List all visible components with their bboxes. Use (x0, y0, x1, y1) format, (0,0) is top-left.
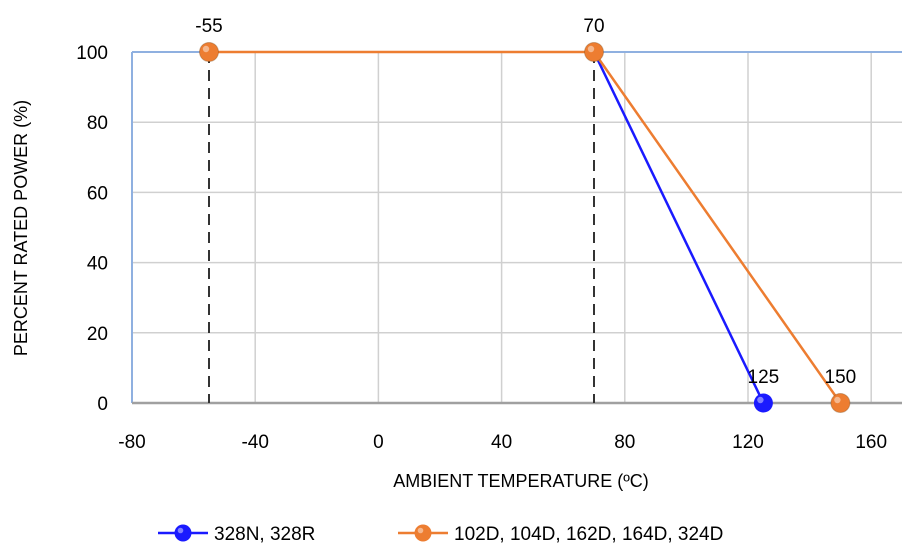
data-point-highlight (202, 45, 210, 53)
x-tick-label: -40 (241, 432, 268, 453)
x-tick-label: 0 (373, 432, 384, 453)
x-tick-label: 80 (614, 432, 635, 453)
legend-marker (414, 524, 432, 542)
x-tick-label: 40 (491, 432, 512, 453)
data-point-highlight (587, 45, 595, 53)
series-line-2 (209, 50, 842, 404)
y-tick-label: 100 (76, 43, 108, 64)
data-point-highlight (757, 396, 764, 404)
tick-layer: -80 -40 0 40 80 120 160 0 20 40 60 80 100 (76, 43, 887, 453)
legend-marker (174, 524, 192, 542)
data-point (199, 42, 219, 62)
data-point (584, 42, 604, 62)
y-tick-label: 80 (87, 113, 108, 134)
series-line-1 (592, 51, 765, 404)
data-point (753, 393, 773, 413)
x-tick-label: 120 (732, 432, 764, 453)
x-axis-title: AMBIENT TEMPERATURE (ºC) (393, 471, 649, 491)
legend-marker-highlight (177, 527, 184, 534)
x-tick-label: -80 (118, 432, 145, 453)
label-layer: -55 70 125 150 (195, 16, 856, 388)
reference-lines (208, 52, 595, 403)
data-label: 150 (825, 367, 857, 388)
data-label: -55 (195, 16, 222, 37)
legend: 328N, 328R 102D, 104D, 162D, 164D, 324D (158, 524, 723, 545)
legend-marker-highlight (417, 527, 424, 534)
x-tick-label: 160 (855, 432, 887, 453)
data-label: 125 (748, 367, 780, 388)
data-point (830, 393, 851, 413)
grid-layer (132, 51, 902, 403)
y-tick-label: 20 (87, 324, 108, 345)
series-layer (199, 42, 851, 413)
legend-label: 102D, 104D, 162D, 164D, 324D (454, 524, 723, 545)
y-tick-label: 40 (87, 254, 108, 275)
y-tick-label: 60 (87, 183, 108, 204)
data-point-highlight (834, 396, 841, 404)
axis-layer (131, 52, 902, 405)
data-label: 70 (583, 16, 604, 37)
y-axis-title: PERCENT RATED POWER (%) (11, 100, 31, 356)
y-tick-label: 0 (97, 394, 108, 415)
legend-label: 328N, 328R (214, 524, 315, 545)
